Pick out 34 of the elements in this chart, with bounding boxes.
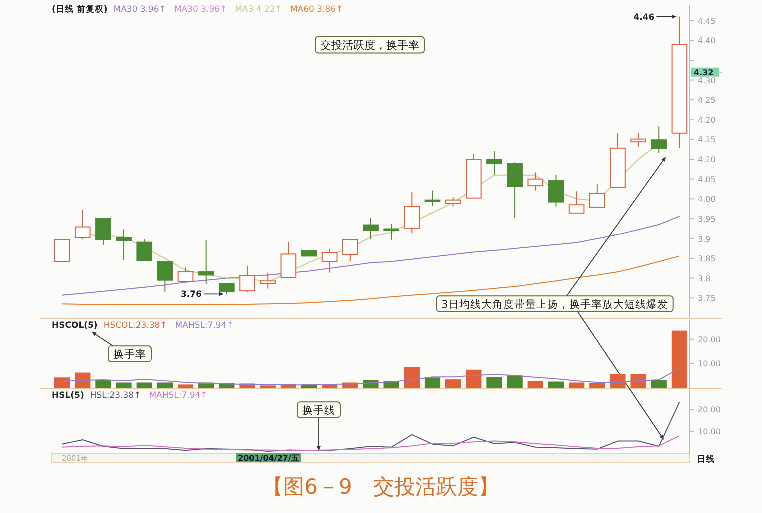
y-tick-label: 3.75 — [698, 294, 716, 304]
y-tick-label: 4.15 — [698, 136, 716, 145]
y-tick-label: 4.45 — [698, 16, 716, 26]
chart-title: (日线 前复权) — [52, 4, 108, 15]
legend: HSCOL:23.38↑ MAHSL:7.94↑ — [104, 321, 234, 331]
y-tick-label: 10.00 — [698, 360, 721, 369]
ref-line-label: 4.32 — [694, 68, 714, 78]
y-tick-label: 3.85 — [698, 254, 716, 264]
text: 【图6－9 交投活跃度】 — [262, 475, 500, 499]
y-tick-label: 3.8 — [698, 274, 711, 284]
y-tick-label: 4.30 — [698, 76, 716, 86]
annotation: 3.76 — [180, 290, 202, 300]
y-tick-label: 4.25 — [698, 96, 716, 106]
y-tick-label: 4.40 — [698, 36, 716, 46]
annotation: 换手线 — [302, 404, 336, 417]
annotation: 换手率 — [114, 348, 146, 361]
y-tick-label: 3.95 — [698, 214, 716, 224]
y-tick-label: 4.20 — [698, 116, 716, 125]
legend: HSL:23.38↑ MAHSL:7.94↑ — [90, 391, 208, 401]
chart-title: HSCOL(5) — [52, 321, 98, 331]
y-tick-label: 4.05 — [698, 175, 716, 184]
text: 日线 — [697, 454, 715, 465]
annotation: 4.46 — [634, 12, 655, 23]
y-tick-label: 10.00 — [698, 427, 721, 436]
y-tick-label: 3.9 — [698, 234, 711, 244]
annotation: 交投活跃度，换手率 — [320, 38, 420, 52]
annotation: 3日均线大角度带量上扬，换手率放大短线爆发 — [442, 298, 668, 311]
y-tick-label: 20.00 — [698, 406, 721, 415]
y-tick-label: 4.00 — [698, 195, 716, 204]
chart-title: HSL(5) — [52, 391, 84, 401]
legend: MA30 3.96↑ MA30 3.96↑ MA3 4.22↑ MA60 3.86↑ — [114, 5, 344, 15]
y-tick-label: 4.10 — [698, 156, 716, 165]
y-tick-label: 20.00 — [698, 335, 721, 344]
text: 2001/04/27/五 — [238, 454, 300, 463]
